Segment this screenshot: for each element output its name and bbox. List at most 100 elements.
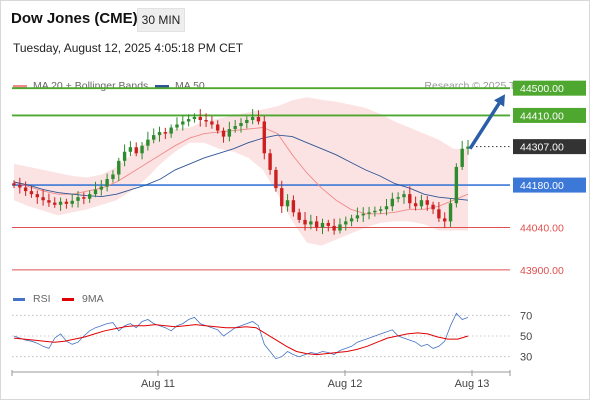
candle-body [64, 201, 69, 204]
candle [163, 127, 168, 140]
candle-body [221, 130, 226, 137]
candle-body [256, 116, 261, 122]
candle-body [157, 132, 162, 136]
candle-body [140, 145, 144, 154]
candle [297, 208, 301, 223]
candle-body [326, 222, 331, 226]
candle-body [262, 121, 266, 154]
ma50-swatch [155, 84, 169, 88]
candle [274, 166, 278, 192]
candle-body [117, 160, 121, 175]
candle-body [338, 224, 342, 231]
candle [105, 173, 109, 192]
interval-selector[interactable]: 30 MIN [137, 8, 185, 32]
trend-arrow-head [494, 94, 505, 107]
candle [23, 181, 28, 196]
candle [268, 149, 272, 175]
candle-body [58, 201, 63, 205]
candle-body [332, 225, 336, 231]
candle-body [408, 194, 412, 204]
candle [99, 179, 104, 196]
candle-body [134, 147, 138, 154]
candle-body [23, 187, 28, 192]
candle [309, 214, 313, 230]
candle-body [87, 194, 92, 199]
candle [134, 142, 138, 157]
candle-body [443, 218, 447, 222]
candle [41, 189, 45, 206]
candle-body [122, 151, 127, 161]
candle-body [291, 200, 296, 213]
candle-body [175, 124, 179, 128]
candle [437, 202, 441, 223]
candle [373, 206, 377, 217]
level-label-resistance: 44500.00 [513, 80, 586, 96]
candle [262, 116, 266, 160]
candle [12, 180, 16, 189]
trend-arrow-shaft [468, 102, 501, 150]
candle-body [314, 221, 319, 228]
candle-body [437, 209, 441, 219]
candle-body [35, 194, 39, 198]
level-label-box [513, 177, 586, 193]
legend-rsi: RSI [13, 293, 51, 305]
candle [431, 201, 435, 215]
candle [64, 198, 69, 209]
candle [285, 194, 290, 212]
candle [291, 195, 296, 217]
level-label-resistance: 44410.00 [513, 107, 586, 123]
x-tick-label: Aug 12 [328, 378, 363, 390]
candle [47, 193, 51, 207]
candle-body [361, 213, 365, 216]
candle [128, 141, 133, 156]
level-label-text: 44410.00 [520, 110, 564, 122]
candle [419, 194, 424, 210]
candle-body [285, 200, 290, 207]
candle-body [41, 197, 45, 201]
candle [233, 119, 237, 133]
candles [12, 109, 470, 235]
candle [35, 190, 39, 204]
rsi-tick-label: 70 [520, 310, 532, 322]
candle-body [466, 146, 470, 149]
rsi-swatch [13, 297, 25, 301]
candle-body [128, 147, 133, 152]
candle-body [216, 124, 220, 131]
candle [425, 195, 429, 211]
candle-body [210, 121, 214, 125]
candle-body [460, 148, 464, 167]
candle [18, 177, 22, 194]
candle-body [448, 203, 453, 222]
level-label-last: 44307.00 [513, 139, 586, 155]
candle [82, 192, 86, 205]
candle [280, 180, 284, 213]
candle [111, 170, 115, 183]
candle-body [402, 194, 406, 198]
candle-body [198, 116, 202, 120]
candle [216, 120, 220, 134]
candle-body [146, 139, 150, 146]
candle [355, 207, 360, 223]
candle [239, 118, 243, 133]
candle [245, 116, 249, 129]
candle-body [431, 204, 435, 210]
candle [227, 121, 232, 142]
candle [320, 218, 325, 235]
level-label-text: 44180.00 [520, 180, 564, 192]
bollinger-band [14, 97, 468, 246]
level-label-box [513, 107, 586, 123]
legend-9ma: 9MA [62, 293, 104, 305]
candle [466, 139, 470, 155]
candle-body [309, 221, 313, 225]
candle-body [384, 206, 389, 210]
candle-body [233, 126, 237, 130]
candle [192, 113, 197, 123]
candle-body [169, 127, 173, 134]
candle [460, 140, 464, 170]
level-label-text: 44040.00 [520, 222, 564, 234]
x-tick-label: Aug 11 [141, 378, 175, 390]
candle-body [245, 119, 249, 123]
candle-body [192, 116, 197, 120]
candle-body [396, 197, 400, 199]
